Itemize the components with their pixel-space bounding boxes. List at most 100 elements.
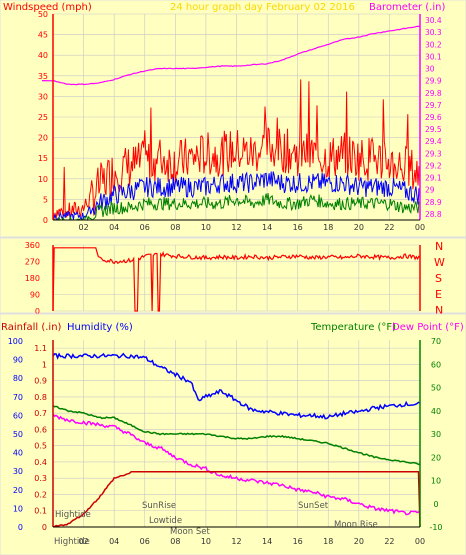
wind-x-tick-label: 16 (293, 223, 303, 232)
barometer-tick-label: 29.5 (425, 125, 442, 134)
wind-panel-x-ticks: 02 04 06 08 10 12 14 16 18 20 22 00 (78, 223, 425, 232)
climate-panel-bg (0, 313, 466, 555)
humidity-tick-label: 70 (13, 393, 23, 402)
annotation-hightide-2: Hightide (54, 537, 90, 547)
climate-x-tick-label: 16 (293, 537, 303, 546)
rainfall-tick-label: 0.3 (34, 474, 47, 483)
rainfall-tick-label: 1.1 (34, 344, 47, 353)
wind-gust-line (52, 79, 421, 220)
climate-x-tick-label: 02 (78, 537, 88, 546)
humidity-tick-label: 100 (8, 337, 23, 346)
climate-x-tick-label: 14 (262, 537, 272, 546)
barometer-tick-label: 29.3 (425, 149, 442, 158)
humidity-tick-label: 80 (13, 374, 23, 383)
humidity-tick-label: 30 (13, 467, 23, 476)
direction-tick-label: 270 (25, 258, 40, 267)
barometer-tick-label: 29 (425, 186, 435, 195)
windspeed-y-ticks: 0 5 10 15 20 25 30 35 40 45 50 (38, 10, 48, 225)
wind-minimum-line (52, 193, 421, 222)
barometer-label: Barometer (.in) (369, 2, 445, 13)
barometer-line (41, 25, 421, 86)
windspeed-tick-label: 10 (38, 175, 48, 184)
temperature-tick-label: 10 (431, 477, 441, 486)
rainfall-tick-label: 0.1 (34, 507, 47, 516)
temperature-line (52, 405, 421, 466)
climate-x-tick-label: 08 (170, 537, 180, 546)
rainfall-tick-label: 0.8 (34, 393, 47, 402)
windspeed-tick-label: 15 (38, 154, 48, 163)
chart-title: 24 hour graph day February 02 2016 (170, 2, 355, 13)
barometer-tick-label: 28.9 (425, 198, 442, 207)
humidity-tick-label: 90 (13, 356, 23, 365)
wind-panel-series (41, 25, 421, 222)
compass-letters: N W S E N (434, 240, 445, 317)
annotation-hightide-1: Hightide (55, 510, 91, 520)
rainfall-line (53, 470, 421, 528)
annotation-moonset: Moon Set (170, 527, 210, 537)
compass-s: S (435, 272, 442, 285)
climate-x-tick-label: 12 (231, 537, 241, 546)
windspeed-tick-label: 40 (38, 51, 48, 60)
direction-panel-bg (0, 237, 466, 314)
compass-n-bottom: N (435, 304, 443, 317)
astro-annotations: Hightide Hightide SunRise Lowtide Moon S… (54, 501, 378, 547)
barometer-tick-label: 30.2 (425, 40, 442, 49)
wind-x-tick-label: 10 (201, 223, 211, 232)
climate-x-tick-label: 22 (384, 537, 394, 546)
annotation-lowtide: Lowtide (149, 516, 182, 526)
windspeed-tick-label: 0 (43, 216, 48, 225)
rainfall-tick-label: 0 (42, 523, 47, 532)
rainfall-tick-label: 0.6 (34, 425, 47, 434)
barometer-tick-label: 30.4 (425, 16, 442, 25)
direction-tick-label: 0 (35, 307, 40, 316)
compass-e: E (435, 288, 442, 301)
wind-average-line (52, 171, 421, 221)
windspeed-tick-label: 25 (38, 113, 48, 122)
humidity-line (52, 352, 421, 420)
rainfall-label: Rainfall (.in) (1, 322, 62, 333)
windspeed-tick-label: 50 (38, 10, 48, 19)
rainfall-tick-label: 0.7 (34, 409, 47, 418)
direction-y-ticks: 0 90 180 270 360 (25, 241, 40, 316)
climate-x-tick-label: 06 (140, 537, 150, 546)
climate-x-tick-label: 00 (415, 537, 425, 546)
rainfall-tick-label: 0.4 (34, 458, 47, 467)
temperature-tick-label: -10 (429, 523, 442, 532)
wind-panel-grid (53, 13, 421, 221)
wind-x-tick-label: 22 (384, 223, 394, 232)
direction-tick-label: 90 (30, 291, 40, 300)
wind-x-tick-label: 02 (78, 223, 88, 232)
climate-panel-x-ticks: 02 04 06 08 10 12 14 16 18 20 22 00 (78, 537, 425, 546)
wind-x-tick-label: 14 (262, 223, 272, 232)
direction-tick-label: 360 (25, 241, 40, 250)
barometer-tick-label: 29.2 (425, 161, 442, 170)
annotation-sunset: SunSet (298, 501, 329, 511)
barometer-tick-label: 29.7 (425, 101, 442, 110)
temperature-tick-label: 20 (431, 453, 441, 462)
windspeed-tick-label: 20 (38, 134, 48, 143)
climate-series (52, 352, 421, 528)
direction-series (52, 247, 421, 312)
rainfall-tick-label: 0.9 (34, 377, 47, 386)
barometer-tick-label: 30.3 (425, 28, 442, 37)
temperature-tick-label: 40 (431, 407, 441, 416)
dewpoint-line (52, 413, 421, 516)
barometer-tick-label: 29.1 (425, 174, 442, 183)
humidity-tick-label: 40 (13, 449, 23, 458)
wind-direction-line (52, 247, 421, 312)
annotation-moonrise: Moon Rise (334, 520, 378, 530)
wind-panel-bg (0, 0, 466, 238)
rainfall-tick-label: 1 (42, 360, 47, 369)
humidity-tick-label: 10 (13, 504, 23, 513)
wind-x-tick-label: 04 (109, 223, 119, 232)
temperature-tick-label: 30 (431, 430, 441, 439)
wind-x-tick-label: 12 (231, 223, 241, 232)
temperature-y-ticks: -10 0 10 20 30 40 50 60 70 (429, 337, 442, 532)
barometer-tick-label: 29.4 (425, 137, 442, 146)
climate-x-tick-label: 18 (323, 537, 333, 546)
compass-w: W (434, 256, 445, 269)
windspeed-tick-label: 30 (38, 92, 48, 101)
wind-x-tick-label: 08 (170, 223, 180, 232)
